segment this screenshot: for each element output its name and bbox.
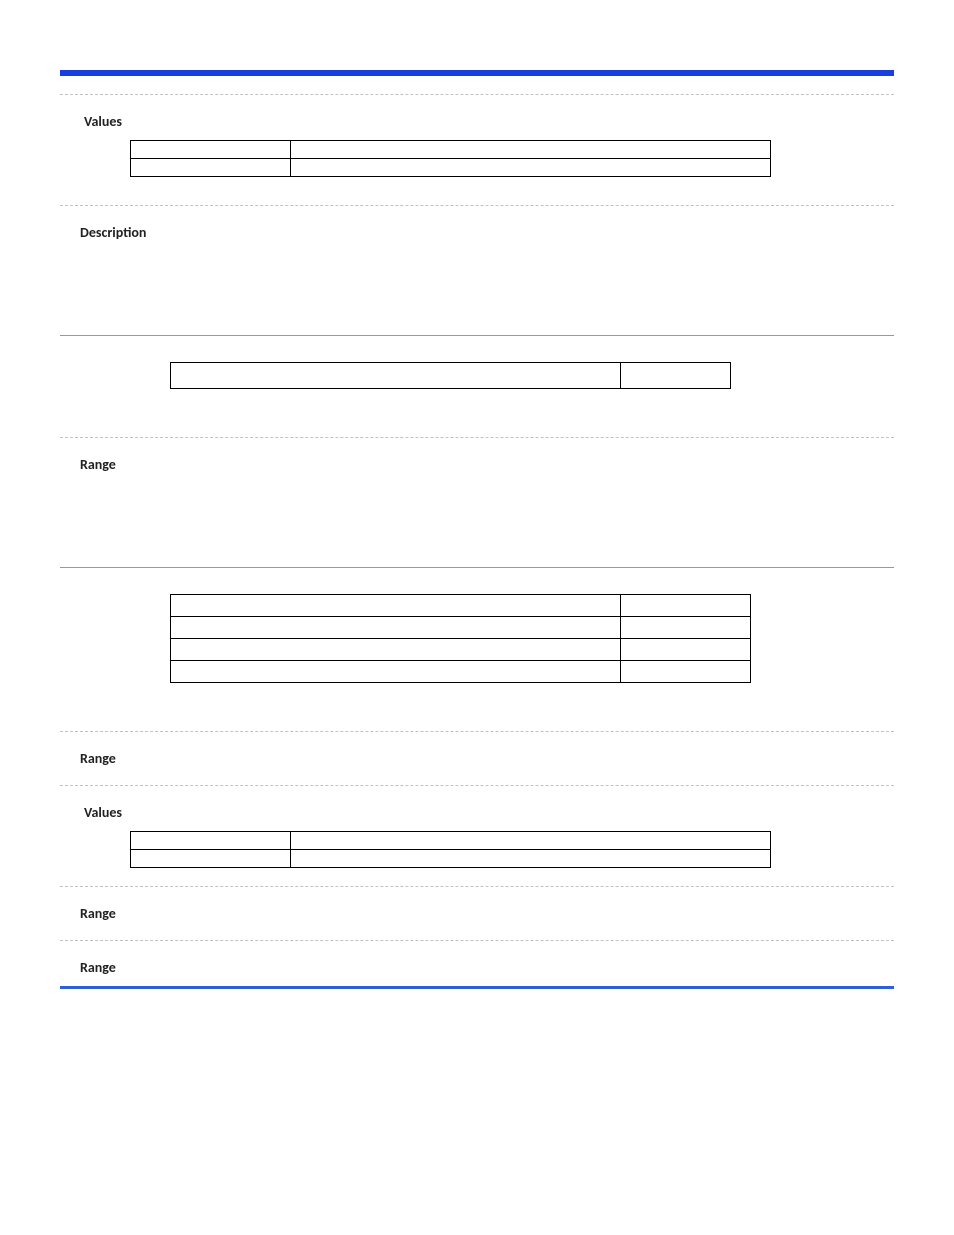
- values-table-2: [130, 831, 771, 868]
- table-row: [171, 617, 751, 639]
- cell: [131, 159, 291, 177]
- table-row: [171, 595, 751, 617]
- table-row: [131, 159, 771, 177]
- divider: [60, 886, 894, 887]
- divider: [60, 731, 894, 732]
- table-row: [131, 850, 771, 868]
- divider: [60, 940, 894, 941]
- values-label: Values: [84, 113, 894, 130]
- table-row: [171, 363, 731, 389]
- cell: [291, 850, 771, 868]
- cell: [171, 617, 621, 639]
- cell: [291, 141, 771, 159]
- divider: [60, 205, 894, 206]
- cell: [171, 595, 621, 617]
- solid-divider: [60, 335, 894, 336]
- range-label: Range: [80, 456, 894, 473]
- cell: [621, 363, 731, 389]
- values-table-1: [130, 140, 771, 177]
- values-label: Values: [84, 804, 894, 821]
- range-label: Range: [80, 905, 894, 922]
- description-label: Description: [80, 224, 894, 241]
- cell: [621, 639, 751, 661]
- cell: [131, 850, 291, 868]
- bottom-bar: [60, 986, 894, 989]
- top-bar: [60, 70, 894, 76]
- cell: [621, 661, 751, 683]
- cell: [171, 363, 621, 389]
- table-row: [171, 661, 751, 683]
- cell: [171, 639, 621, 661]
- cell: [621, 595, 751, 617]
- table-row: [131, 832, 771, 850]
- cell: [291, 159, 771, 177]
- table-row: [131, 141, 771, 159]
- cell: [291, 832, 771, 850]
- solid-divider: [60, 567, 894, 568]
- divider: [60, 94, 894, 95]
- page: Values Description Range: [0, 0, 954, 1235]
- range-table: [170, 594, 751, 683]
- cell: [131, 141, 291, 159]
- divider: [60, 437, 894, 438]
- description-table: [170, 362, 731, 389]
- table-row: [171, 639, 751, 661]
- cell: [621, 617, 751, 639]
- cell: [171, 661, 621, 683]
- divider: [60, 785, 894, 786]
- cell: [131, 832, 291, 850]
- range-label: Range: [80, 750, 894, 767]
- range-label: Range: [80, 959, 894, 976]
